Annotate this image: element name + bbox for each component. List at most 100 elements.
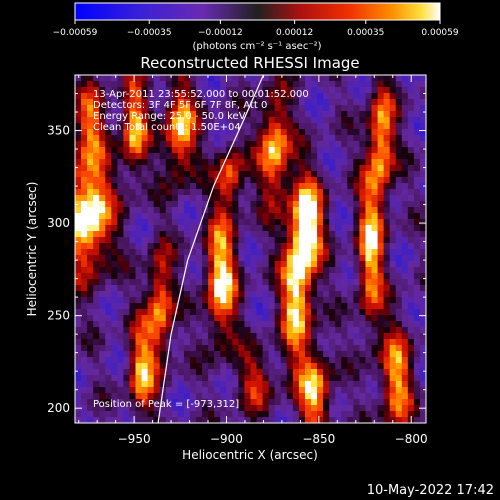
heatmap-cell [286,75,294,82]
heatmap-cell [311,261,318,268]
heatmap-cell [93,141,100,148]
heatmap-cell [81,141,88,148]
heatmap-cell [298,225,306,232]
heatmap-cell [75,315,82,322]
heatmap-cell [383,399,391,406]
heatmap-cell [165,291,173,298]
heatmap-cell [268,117,276,124]
heatmap-cell [268,363,276,370]
heatmap-cell [208,417,215,423]
heatmap-cell [183,219,191,226]
heatmap-cell [129,75,137,82]
heatmap-cell [256,315,264,322]
heatmap-cell [304,153,312,160]
heatmap-cell [99,213,106,220]
heatmap-cell [214,99,221,106]
heatmap-cell [359,201,367,208]
heatmap-cell [165,309,173,316]
heatmap-cell [220,237,227,244]
heatmap-cell [298,291,306,298]
heatmap-cell [220,327,227,334]
heatmap-cell [183,111,191,118]
heatmap-cell [268,207,276,214]
colorbar-ticks [74,20,441,24]
heatmap-cell [87,393,94,400]
heatmap-cell [353,141,361,148]
heatmap-cell [377,381,385,388]
heatmap-cell [105,351,112,358]
heatmap-cell [401,315,409,322]
heatmap-cell [117,249,125,256]
heatmap-cell [347,189,354,196]
heatmap-cell [268,261,276,268]
heatmap-cell [311,399,318,406]
heatmap-cell [99,75,106,82]
heatmap-cell [419,129,426,136]
heatmap-cell [365,243,373,250]
heatmap-cell [365,195,373,202]
heatmap-cell [371,183,379,190]
heatmap-cell [304,285,312,292]
heatmap-cell [377,333,385,340]
heatmap-cell [165,357,173,364]
heatmap-cell [413,231,421,238]
heatmap-cell [377,255,385,262]
heatmap-cell [395,171,403,178]
heatmap-cell [401,123,409,130]
heatmap-cell [347,345,354,352]
heatmap-cell [298,387,306,394]
heatmap-cell [238,243,246,250]
heatmap-cell [159,87,167,94]
heatmap-cell [129,207,137,214]
heatmap-cell [183,201,191,208]
heatmap-cell [238,183,246,190]
heatmap-cell [323,297,330,304]
heatmap-cell [389,369,397,376]
heatmap-cell [244,171,252,178]
heatmap-cell [262,375,270,382]
heatmap-cell [389,387,397,394]
heatmap-cell [87,141,94,148]
heatmap-cell [153,237,161,244]
heatmap-cell [335,339,342,346]
heatmap-cell [298,327,306,334]
heatmap-cell [292,225,300,232]
heatmap-cell [292,129,300,136]
heatmap-cell [311,213,318,220]
heatmap-cell [189,81,197,88]
heatmap-cell [413,279,421,286]
heatmap-cell [214,153,221,160]
heatmap-cell [123,189,131,196]
heatmap-cell [141,261,149,268]
heatmap-cell [93,291,100,298]
heatmap-cell [262,321,270,328]
heatmap-cell [292,357,300,364]
heatmap-cell [311,327,318,334]
heatmap-cell [335,207,342,214]
heatmap-cell [389,75,397,82]
heatmap-cell [389,399,397,406]
heatmap-cell [208,381,215,388]
heatmap-cell [389,339,397,346]
heatmap-cell [238,321,246,328]
heatmap-cell [359,141,367,148]
heatmap-cell [353,249,361,256]
heatmap-cell [183,285,191,292]
heatmap-cell [286,159,294,166]
heatmap-cell [383,159,391,166]
heatmap-cell [208,261,215,268]
heatmap-cell [81,279,88,286]
heatmap-cell [250,237,258,244]
heatmap-cell [413,381,421,388]
heatmap-cell [105,183,112,190]
heatmap-cell [347,237,354,244]
heatmap-cell [353,285,361,292]
heatmap-cell [232,147,239,154]
heatmap-cell [208,207,215,214]
heatmap-cell [377,195,385,202]
heatmap-cell [189,387,197,394]
heatmap-cell [413,327,421,334]
heatmap-cell [129,327,137,334]
heatmap-cell [81,411,88,418]
heatmap-cell [123,201,131,208]
